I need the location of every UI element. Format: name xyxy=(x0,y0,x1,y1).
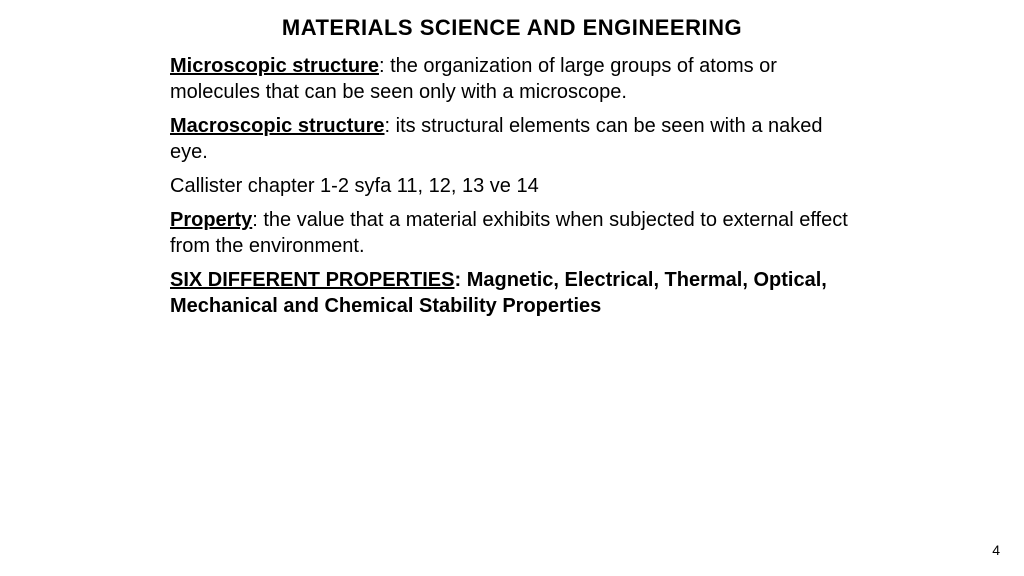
term-microscopic: Microscopic structure xyxy=(170,55,379,77)
paragraph-callister: Callister chapter 1-2 syfa 11, 12, 13 ve… xyxy=(170,173,864,199)
slide-title: MATERIALS SCIENCE AND ENGINEERING xyxy=(0,15,1024,41)
paragraph-microscopic: Microscopic structure: the organization … xyxy=(170,53,864,105)
slide-content: Microscopic structure: the organization … xyxy=(0,53,1024,319)
term-property: Property xyxy=(170,209,252,231)
paragraph-six-properties: SIX DIFFERENT PROPERTIES: Magnetic, Elec… xyxy=(170,267,864,319)
page-number: 4 xyxy=(992,542,1000,558)
term-macroscopic: Macroscopic structure xyxy=(170,115,385,137)
paragraph-property: Property: the value that a material exhi… xyxy=(170,207,864,259)
term-six-properties: SIX DIFFERENT PROPERTIES xyxy=(170,269,454,291)
paragraph-macroscopic: Macroscopic structure: its structural el… xyxy=(170,113,864,165)
body-property: : the value that a material exhibits whe… xyxy=(170,209,848,257)
